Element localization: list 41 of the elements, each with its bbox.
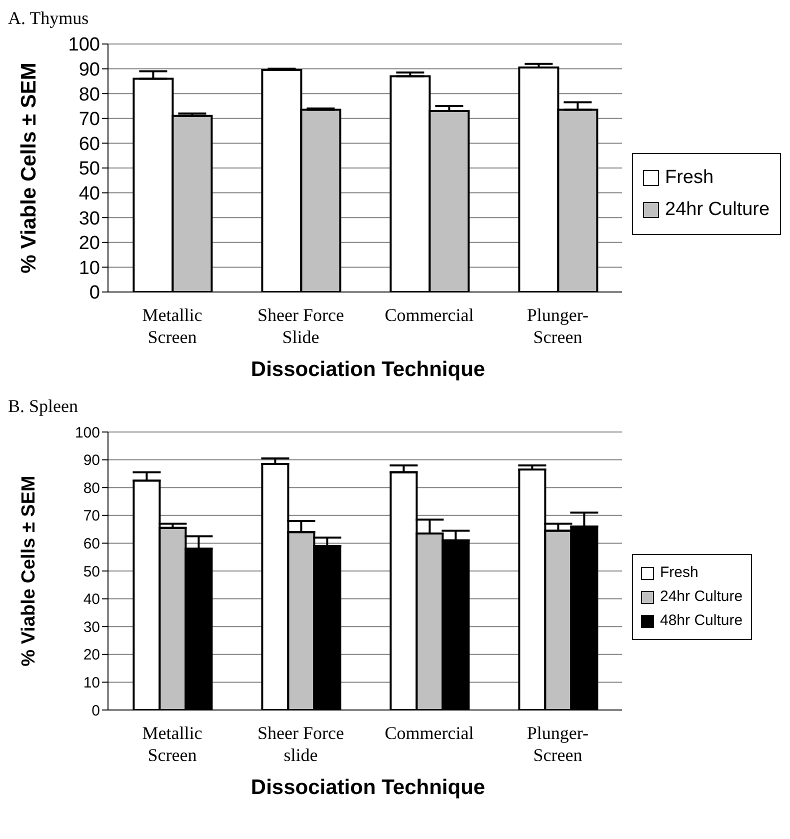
legend-label: Fresh <box>665 166 714 190</box>
y-tick-label: 60 <box>83 536 100 553</box>
y-tick-label: 50 <box>83 563 100 580</box>
chart-title: B. Spleen <box>8 396 79 418</box>
y-tick-label: 70 <box>83 508 100 525</box>
y-tick-label: 20 <box>78 233 100 254</box>
legend-label: 48hr Culture <box>660 611 743 631</box>
y-axis-title: % Viable Cells ± SEM <box>18 476 40 666</box>
y-tick-label: 10 <box>78 258 100 279</box>
y-tick-label: 60 <box>78 134 100 155</box>
y-tick-label: 30 <box>83 618 100 636</box>
chart-title: A. Thymus <box>8 8 90 30</box>
y-axis-title: % Viable Cells ± SEM <box>17 62 40 274</box>
y-tick-label: 100 <box>74 424 100 442</box>
y-tick-label: 30 <box>78 208 100 230</box>
y-tick-label: 10 <box>83 674 100 692</box>
x-tick-label: Sheer Force Slide <box>256 304 345 348</box>
x-tick-label: Plunger-Screen <box>526 304 590 348</box>
x-axis-title: Dissociation Technique <box>250 776 486 800</box>
x-tick-label: Sheer Force slide <box>256 722 345 766</box>
x-axis-title: Dissociation Technique <box>250 358 486 382</box>
y-tick-label: 50 <box>78 158 100 180</box>
legend-label: 24hr Culture <box>660 587 743 607</box>
y-tick-label: 40 <box>83 591 100 608</box>
y-tick-label: 90 <box>78 60 100 81</box>
x-tick-label: Metallic Screen <box>141 304 204 348</box>
y-tick-label: 100 <box>68 34 100 56</box>
y-tick-label: 0 <box>89 282 100 304</box>
x-tick-label: Plunger-Screen <box>526 722 590 766</box>
y-tick-label: 90 <box>83 452 100 470</box>
y-tick-label: 80 <box>78 84 100 106</box>
legend-label: 24hr Culture <box>665 198 770 222</box>
y-tick-label: 20 <box>83 646 100 664</box>
x-tick-label: Commercial <box>384 304 475 326</box>
y-tick-label: 70 <box>78 109 100 130</box>
y-tick-label: 40 <box>78 184 100 205</box>
x-tick-label: Metallic Screen <box>141 722 204 766</box>
y-tick-label: 80 <box>83 480 100 497</box>
x-tick-label: Commercial <box>384 722 475 744</box>
legend-label: Fresh <box>660 563 698 583</box>
y-tick-label: 0 <box>92 702 100 720</box>
